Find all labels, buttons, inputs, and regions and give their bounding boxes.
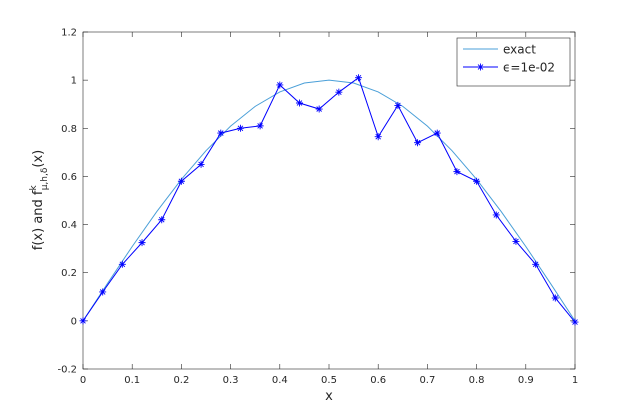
legend-label: exact xyxy=(503,43,536,57)
x-tick-label: 0.4 xyxy=(272,375,288,386)
y-label-sub: μ,h,δ xyxy=(40,167,50,190)
series-line xyxy=(82,76,576,323)
series-line xyxy=(82,79,576,322)
y-axis-label: f(x) and fkμ,h,δ(x) xyxy=(29,150,50,250)
x-tick-label: 0.1 xyxy=(124,375,140,386)
data-point xyxy=(217,129,225,137)
x-tick-label: 0.8 xyxy=(469,375,485,386)
x-tick-label: 0.3 xyxy=(223,375,239,386)
x-tick-label: 1 xyxy=(572,375,578,386)
legend-marker xyxy=(477,63,484,71)
y-tick-label: 1 xyxy=(71,76,77,87)
x-tick-label: 0.7 xyxy=(419,375,435,386)
data-point xyxy=(158,216,166,224)
data-point xyxy=(118,260,126,268)
data-point xyxy=(256,122,264,130)
data-point xyxy=(473,177,481,185)
data-point xyxy=(394,101,402,109)
data-point xyxy=(512,237,520,245)
data-point xyxy=(551,294,559,302)
data-point xyxy=(236,124,244,132)
y-label-text: f(x) and f xyxy=(31,190,46,250)
data-point xyxy=(374,133,382,141)
data-point xyxy=(453,168,461,176)
data-point xyxy=(433,129,441,137)
y-tick-label: 0.8 xyxy=(61,124,77,135)
x-tick-label: 0.2 xyxy=(173,375,189,386)
data-point xyxy=(414,139,422,147)
data-point xyxy=(295,99,303,107)
y-tick-label: 1.2 xyxy=(61,28,77,39)
y-tick-label: 0 xyxy=(71,316,77,327)
x-axis-label: x xyxy=(325,389,333,404)
legend-label: ϵ=1e-02 xyxy=(503,61,555,75)
legend-box xyxy=(456,37,571,87)
x-tick-label: 0.6 xyxy=(370,375,386,386)
data-point xyxy=(79,317,87,325)
y-label-sup: k xyxy=(29,185,39,191)
legend: exact ϵ=1e-02 xyxy=(456,37,571,87)
data-point xyxy=(571,318,579,326)
data-point xyxy=(138,239,146,247)
data-point xyxy=(177,177,185,185)
x-tick-label: 0.5 xyxy=(321,375,337,386)
x-tick-label: 0.9 xyxy=(518,375,534,386)
data-point xyxy=(335,88,343,96)
data-point xyxy=(99,288,107,296)
y-tick-label: 0.6 xyxy=(61,172,77,183)
y-tick-label: -0.2 xyxy=(57,365,77,376)
y-tick-label: 0.2 xyxy=(61,268,77,279)
data-point xyxy=(355,74,363,82)
data-point xyxy=(276,81,284,89)
y-label-tail: (x) xyxy=(31,150,46,168)
data-point xyxy=(197,160,205,168)
data-point xyxy=(492,211,500,219)
data-point xyxy=(532,260,540,268)
x-tick-label: 0 xyxy=(80,375,86,386)
y-tick-label: 0.4 xyxy=(61,220,77,231)
data-point xyxy=(315,105,323,113)
